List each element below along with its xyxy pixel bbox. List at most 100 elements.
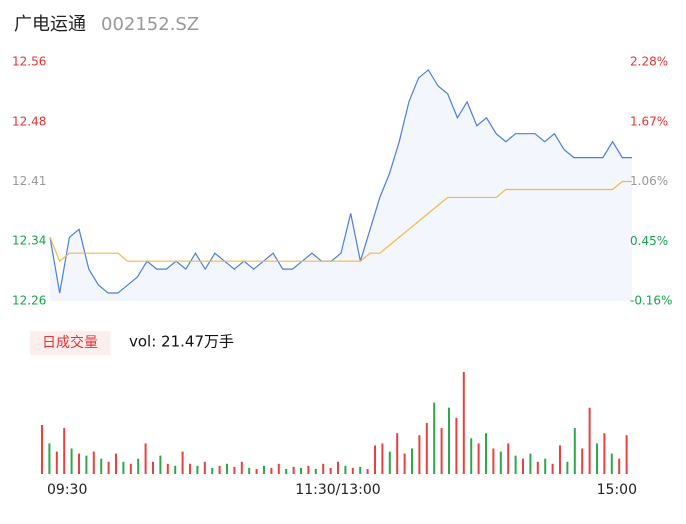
volume-bar — [196, 465, 199, 474]
volume-bar — [610, 453, 613, 474]
y-tick-label: 12.56 — [12, 55, 46, 69]
volume-bar — [566, 461, 569, 474]
volume-bar — [359, 466, 362, 474]
volume-bar — [203, 461, 206, 474]
volume-bar — [78, 453, 80, 474]
volume-bar — [92, 451, 95, 474]
volume-bar — [625, 435, 628, 474]
volume-bar — [418, 435, 421, 474]
y-tick-label: 12.34 — [12, 233, 46, 247]
volume-bar — [322, 463, 325, 474]
y2-tick-label: 1.67% — [630, 114, 668, 128]
x-tick-label: 09:30 — [47, 482, 87, 498]
volume-bar — [396, 433, 399, 474]
volume-bar — [181, 451, 184, 474]
volume-bar — [551, 463, 554, 474]
volume-bar — [433, 402, 436, 474]
volume-bar — [107, 461, 110, 474]
price-area — [50, 69, 632, 301]
volume-bar — [337, 461, 339, 474]
volume-bar — [351, 467, 354, 474]
volume-bar — [329, 467, 332, 474]
stock-code: 002152.SZ — [101, 14, 199, 35]
x-tick-label: 15:00 — [597, 482, 637, 498]
y2-tick-label: 1.06% — [630, 174, 668, 188]
volume-bar — [618, 458, 621, 474]
volume-bar — [100, 458, 103, 474]
volume-bar — [159, 455, 162, 474]
volume-bar — [226, 463, 228, 474]
volume-bar — [137, 458, 140, 474]
volume-bar — [248, 467, 251, 474]
average-line — [49, 180, 632, 263]
volume-bar — [559, 445, 561, 474]
volume-bar — [218, 465, 221, 474]
volume-bar — [211, 467, 214, 474]
volume-bar — [573, 428, 576, 474]
volume-bar — [292, 466, 295, 474]
y-tick-label: 12.26 — [12, 294, 46, 308]
volume-bar — [381, 443, 384, 474]
volume-bar — [403, 453, 406, 474]
volume-bar — [189, 463, 191, 474]
volume-bar — [255, 468, 258, 474]
volume-bar — [41, 425, 43, 474]
volume-bar — [70, 448, 73, 474]
volume-bar — [270, 467, 273, 474]
y-tick-label: 12.41 — [12, 174, 46, 188]
volume-bar — [48, 443, 51, 474]
volume-bar — [544, 458, 547, 474]
volume-bar — [129, 463, 132, 474]
volume-bar — [285, 468, 288, 474]
volume-bar — [522, 458, 524, 474]
volume-bar — [603, 433, 606, 474]
volume-bar — [411, 448, 413, 474]
volume-bar — [314, 468, 317, 474]
volume-bar — [233, 466, 236, 474]
volume-bar — [374, 445, 376, 474]
volume-bar — [448, 407, 450, 474]
volume-bar — [144, 443, 147, 474]
volume-bar — [115, 453, 117, 474]
volume-bar — [166, 463, 169, 474]
volume-bar — [366, 468, 369, 474]
volume-bar — [85, 455, 88, 474]
volume-bar — [507, 443, 510, 474]
volume-bar — [492, 448, 495, 474]
volume-bar — [536, 461, 539, 474]
volume-bar — [263, 465, 265, 474]
x-tick-label: 11:30/13:00 — [295, 482, 380, 498]
volume-bar — [462, 372, 465, 474]
volume-bar — [514, 455, 517, 474]
volume-bar — [588, 407, 591, 474]
y2-tick-label: 0.45% — [630, 234, 668, 248]
volume-bar — [477, 443, 480, 474]
volume-bar — [277, 463, 280, 474]
volume-bar — [388, 451, 391, 474]
volume-bar — [485, 433, 487, 474]
volume-bar — [470, 438, 473, 474]
volume-bar — [344, 465, 347, 474]
volume-bar — [425, 423, 428, 474]
volume-bar — [63, 428, 66, 474]
stock-name: 广电运通 — [14, 14, 86, 35]
volume-bar — [300, 467, 302, 474]
volume-bar — [307, 465, 310, 474]
volume-bar — [596, 443, 598, 474]
volume-bar — [55, 451, 58, 474]
volume-bar — [455, 417, 458, 474]
volume-bar — [529, 453, 532, 474]
volume-bar — [152, 461, 154, 474]
volume-bar — [581, 448, 584, 474]
y-tick-label: 12.48 — [12, 115, 46, 129]
legend-label: 日成交量 — [42, 334, 98, 351]
y2-tick-label: 2.28% — [630, 55, 668, 69]
volume-annotation: vol: 21.47万手 — [129, 333, 234, 351]
volume-bar — [440, 428, 443, 474]
volume-bar — [174, 465, 177, 474]
volume-bar — [240, 461, 243, 474]
volume-bar — [122, 461, 125, 474]
y2-tick-label: -0.16% — [630, 294, 672, 308]
legend-box — [30, 331, 110, 355]
